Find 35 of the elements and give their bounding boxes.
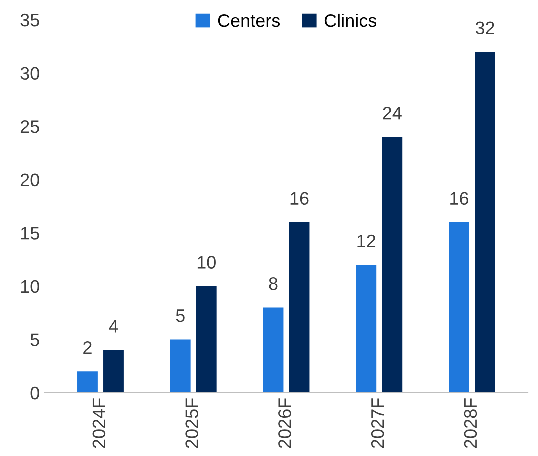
bar (263, 308, 284, 393)
bar (289, 222, 310, 393)
x-tick-label: 2026F (278, 398, 292, 448)
legend-label: Centers (218, 14, 280, 28)
bar (475, 52, 496, 393)
bar (196, 286, 217, 393)
data-label: 10 (198, 256, 216, 269)
x-tick-label: 2028F (464, 398, 478, 448)
data-label: 16 (450, 192, 469, 206)
legend-label: Clinics (324, 14, 377, 28)
bar (78, 372, 98, 393)
y-tick-label: 25 (20, 120, 40, 134)
data-label: 24 (383, 106, 402, 120)
y-tick-label: 20 (20, 174, 40, 187)
data-label: 32 (476, 22, 494, 35)
x-tick-label: 2025F (186, 398, 198, 448)
x-tick-label: 2027F (371, 398, 384, 448)
bar (356, 265, 377, 393)
y-tick-label: 30 (20, 67, 40, 80)
y-tick-label: 10 (21, 280, 40, 294)
y-tick-label: 5 (30, 334, 40, 346)
data-label: 4 (109, 320, 118, 333)
data-label: 8 (269, 278, 278, 290)
bar (170, 340, 191, 393)
bar (382, 137, 403, 393)
y-tick-label: 15 (21, 227, 40, 240)
data-label: 5 (176, 310, 185, 322)
x-tick-label: 2024F (92, 398, 106, 448)
bar (104, 350, 124, 393)
data-label: 2 (84, 341, 92, 354)
data-label: 16 (290, 192, 309, 206)
data-label: 12 (358, 234, 376, 248)
y-tick-label: 0 (30, 386, 40, 400)
bar (449, 222, 470, 393)
y-tick-label: 35 (20, 14, 40, 27)
